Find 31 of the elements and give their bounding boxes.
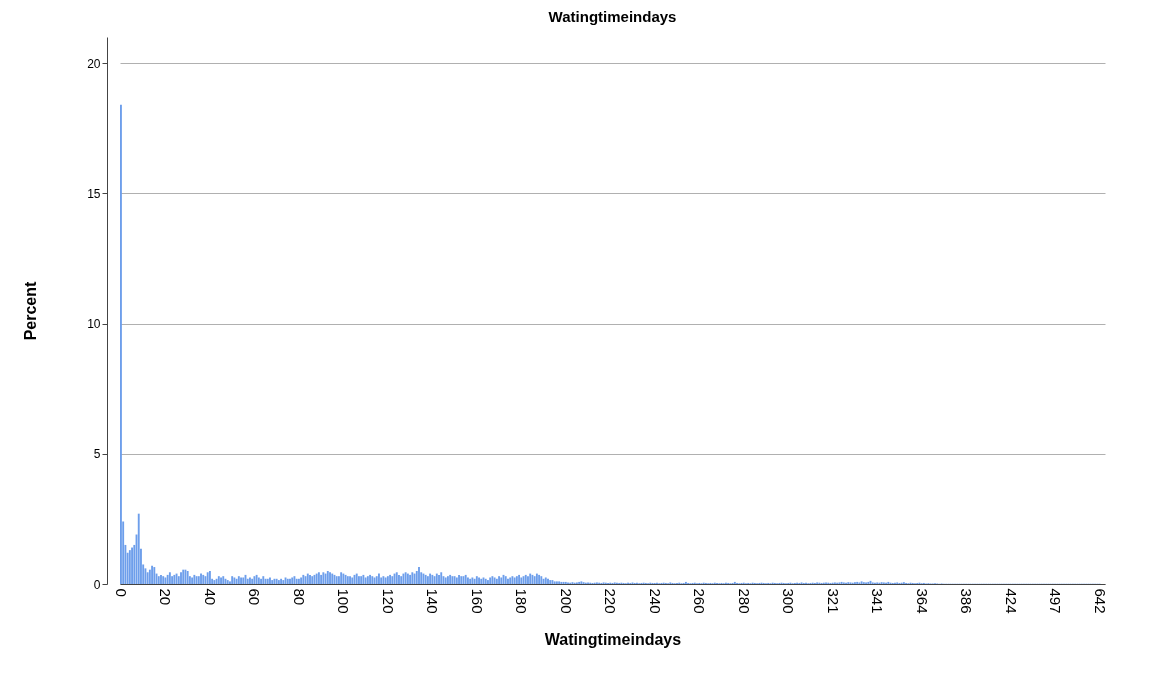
x-tick-label: 60 [246, 588, 264, 606]
x-tick-label: 424 [1002, 588, 1020, 614]
x-tick-label: 364 [913, 588, 931, 614]
x-tick-label: 100 [335, 588, 353, 614]
x-tick-label: 180 [513, 588, 531, 614]
x-tick-label: 0 [112, 588, 130, 597]
y-tick-label: 15 [87, 186, 101, 201]
y-axis-title: Percent [22, 280, 40, 341]
x-tick-label: 240 [646, 588, 664, 614]
y-tick-label: 10 [87, 317, 101, 332]
x-tick-label: 140 [424, 588, 442, 614]
x-tick-label: 20 [157, 588, 175, 606]
x-tick-label: 280 [735, 588, 753, 614]
x-tick-label: 300 [780, 588, 798, 614]
x-tick-label: 200 [557, 588, 575, 614]
x-tick-label: 80 [290, 588, 308, 606]
y-tick-label: 5 [93, 447, 101, 462]
x-tick-label: 40 [201, 588, 219, 606]
x-tick-label: 341 [869, 588, 887, 614]
x-tick-label: 120 [379, 588, 397, 614]
x-tick-label: 497 [1047, 588, 1065, 614]
chart-title: Watingtimeindays [548, 8, 677, 25]
x-axis-title: Watingtimeindays [544, 630, 682, 648]
x-tick-label: 321 [824, 588, 842, 614]
x-tick-label: 260 [691, 588, 709, 614]
y-tick-label: 20 [87, 56, 101, 71]
x-tick-label: 642 [1091, 588, 1109, 614]
y-tick-label: 0 [93, 577, 101, 592]
x-tick-label: 160 [468, 588, 486, 614]
x-tick-label: 220 [602, 588, 620, 614]
x-tick-label: 386 [958, 588, 976, 614]
